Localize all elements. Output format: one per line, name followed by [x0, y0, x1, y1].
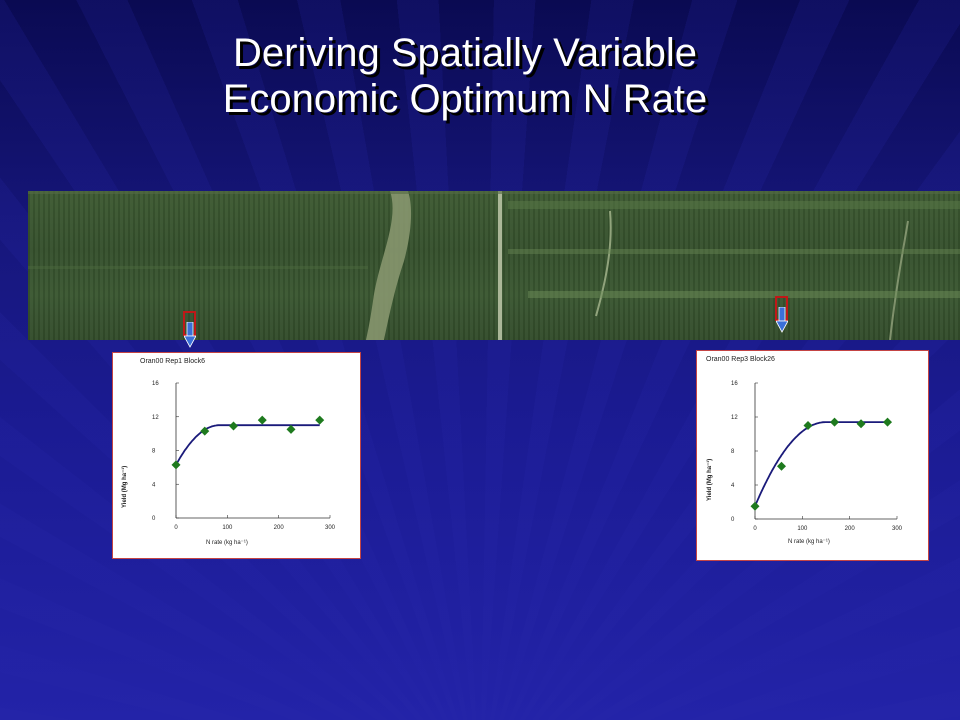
field-strip — [28, 266, 368, 269]
data-point — [883, 417, 893, 427]
data-point — [171, 460, 181, 470]
fit-curve — [175, 424, 320, 466]
data-point — [777, 461, 787, 471]
data-point — [803, 421, 813, 430]
x-tick-label: 200 — [274, 525, 285, 531]
chart-title: Oran00 Rep1 Block6 — [140, 358, 205, 365]
y-tick-label: 4 — [731, 483, 735, 489]
data-point — [750, 501, 760, 511]
x-tick-label: 200 — [845, 526, 856, 532]
chart-plot-svg: 0 4 8 12 16 0 100 200 300 — [152, 381, 336, 531]
data-point — [228, 421, 238, 431]
data-point — [286, 424, 296, 434]
field-edge — [28, 191, 960, 194]
field-track-right — [889, 220, 909, 340]
yield-chart-block6: 0 4 8 12 16 0 100 200 300 Oran00 Rep1 Block6 Yie… — [112, 352, 361, 559]
x-tick-label: 0 — [174, 525, 178, 531]
x-axis-label: N rate (kg ha⁻¹) — [788, 539, 830, 545]
field-road — [498, 191, 502, 340]
waterway-path — [366, 191, 412, 340]
slide-title-line-1: Deriving Spatially Variable — [233, 31, 697, 75]
y-tick-label: 12 — [152, 415, 159, 421]
fit-curve — [754, 421, 888, 507]
y-tick-label: 0 — [731, 517, 735, 523]
aerial-field-features — [28, 191, 960, 340]
arrow-down-icon — [184, 322, 196, 348]
chart-plot-svg: 0 4 8 12 16 0 100 200 300 — [731, 381, 903, 532]
x-tick-label: 300 — [892, 526, 903, 532]
x-tick-label: 100 — [222, 525, 233, 531]
field-strip — [528, 291, 960, 298]
aerial-field-image — [28, 191, 960, 340]
y-tick-label: 16 — [731, 381, 738, 387]
x-axis-label: N rate (kg ha⁻¹) — [206, 540, 248, 546]
y-tick-label: 0 — [152, 516, 156, 522]
x-tick-label: 100 — [797, 526, 808, 532]
arrow-down-icon — [776, 307, 788, 333]
y-tick-label: 8 — [731, 449, 735, 455]
field-strip — [508, 201, 960, 209]
data-point — [830, 417, 840, 427]
slide-title-line-2: Economic Optimum N Rate — [222, 77, 708, 121]
yield-chart-block26: 0 4 8 12 16 0 100 200 300 Oran00 Rep3 Block26 Yi… — [696, 350, 929, 561]
x-tick-label: 300 — [325, 525, 336, 531]
chart-title: Oran00 Rep3 Block26 — [706, 356, 775, 363]
field-track — [595, 210, 612, 317]
data-point — [200, 426, 210, 436]
y-tick-label: 12 — [731, 415, 738, 421]
x-tick-label: 0 — [753, 526, 757, 532]
y-axis-label: Yield (Mg ha⁻¹) — [707, 458, 713, 501]
slide-title: Deriving Spatially Variable Economic Opt… — [100, 30, 830, 122]
y-tick-label: 16 — [152, 381, 159, 387]
data-point — [315, 415, 325, 425]
y-axis-label: Yield (Mg ha⁻¹) — [122, 465, 128, 508]
data-point — [856, 419, 866, 429]
y-tick-label: 4 — [152, 482, 156, 488]
y-tick-label: 8 — [152, 449, 156, 455]
field-strip — [508, 249, 960, 254]
data-point — [257, 415, 267, 425]
